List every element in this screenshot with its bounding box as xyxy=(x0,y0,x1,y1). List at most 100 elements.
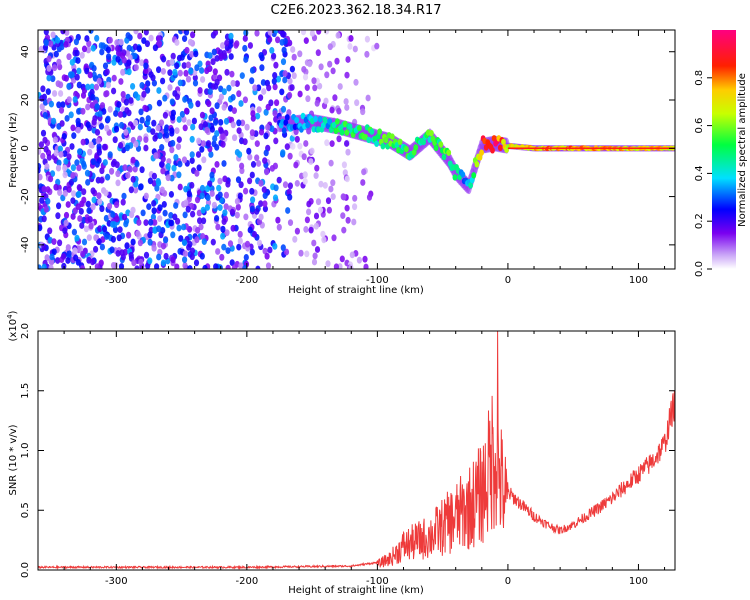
noise-cell xyxy=(96,238,102,246)
noise-cell xyxy=(275,36,281,44)
noise-cell xyxy=(303,140,309,147)
noise-cell xyxy=(81,216,87,224)
noise-cell xyxy=(62,171,68,179)
noise-cell xyxy=(70,164,76,172)
noise-cell xyxy=(324,139,330,147)
noise-cell xyxy=(90,93,96,101)
signal-cell xyxy=(421,138,426,146)
noise-cell xyxy=(268,99,274,107)
noise-cell xyxy=(332,94,338,102)
noise-cell xyxy=(169,127,175,134)
noise-cell xyxy=(297,142,303,150)
noise-cell xyxy=(77,215,83,222)
noise-cell xyxy=(48,175,54,183)
noise-cell xyxy=(298,249,304,257)
noise-cell xyxy=(75,203,81,211)
noise-cell xyxy=(91,118,97,126)
noise-cell xyxy=(99,48,105,56)
noise-cell xyxy=(302,178,308,185)
noise-cell xyxy=(258,213,264,221)
noise-cell xyxy=(230,94,236,101)
x-tick-label: 0 xyxy=(505,275,511,286)
noise-cell xyxy=(301,153,307,161)
noise-cell xyxy=(86,207,92,215)
signal-cell xyxy=(413,144,419,151)
noise-cell xyxy=(173,202,179,209)
noise-cell xyxy=(234,40,240,48)
noise-cell xyxy=(204,88,210,95)
noise-cell xyxy=(105,46,111,54)
snr-ylabel-multiplier: (x104) xyxy=(6,310,19,341)
noise-cell xyxy=(94,161,100,168)
noise-cell xyxy=(178,235,184,242)
noise-cell xyxy=(160,155,166,163)
noise-cell xyxy=(121,213,128,221)
noise-cell xyxy=(254,140,260,148)
noise-cell xyxy=(55,212,61,220)
signal-cell xyxy=(283,119,289,126)
noise-cell xyxy=(81,196,87,204)
noise-cell xyxy=(192,69,198,76)
noise-cell xyxy=(307,60,313,68)
noise-cell xyxy=(62,227,68,235)
noise-cell xyxy=(75,57,81,64)
noise-cell xyxy=(189,253,195,261)
noise-cell xyxy=(182,250,188,257)
signal-cell xyxy=(429,130,434,137)
noise-cell xyxy=(58,90,64,97)
noise-cell xyxy=(254,208,260,215)
noise-cell xyxy=(39,103,45,111)
noise-cell xyxy=(42,99,49,106)
noise-cell xyxy=(194,196,201,204)
noise-cell xyxy=(156,225,162,233)
noise-cell xyxy=(243,187,249,195)
noise-cell xyxy=(286,188,292,196)
noise-cell xyxy=(366,193,373,201)
noise-cell xyxy=(247,42,253,49)
noise-cell xyxy=(300,30,307,36)
noise-cell xyxy=(133,180,139,188)
signal-cell xyxy=(411,149,417,156)
noise-cell xyxy=(111,59,117,66)
noise-cell xyxy=(192,74,198,82)
noise-cell xyxy=(135,230,141,238)
noise-cell xyxy=(130,156,136,164)
noise-cell xyxy=(337,83,343,90)
signal-cell xyxy=(438,141,444,148)
noise-cell xyxy=(84,35,90,42)
noise-cell xyxy=(128,186,134,194)
noise-cell xyxy=(272,194,279,202)
noise-cell xyxy=(70,213,76,220)
noise-cell xyxy=(90,158,96,166)
noise-cell xyxy=(128,97,134,104)
noise-cell xyxy=(127,165,133,173)
noise-cell xyxy=(127,54,133,62)
noise-cell xyxy=(156,87,162,94)
noise-cell xyxy=(194,64,200,72)
noise-cell xyxy=(236,127,242,134)
noise-cell xyxy=(90,44,96,52)
noise-cell xyxy=(159,144,165,151)
noise-cell xyxy=(44,163,50,170)
noise-cell xyxy=(276,176,282,184)
noise-cell xyxy=(139,59,145,67)
noise-cell xyxy=(199,111,206,119)
figure-title: C2E6.2023.362.18.34.R17 xyxy=(270,3,441,18)
noise-cell xyxy=(249,77,255,85)
noise-cell xyxy=(123,128,129,136)
noise-cell xyxy=(232,134,238,142)
noise-cell xyxy=(110,211,116,218)
noise-cell xyxy=(143,136,149,144)
noise-cell xyxy=(237,230,243,238)
noise-cell xyxy=(320,230,326,238)
noise-cell xyxy=(182,124,188,132)
noise-cell xyxy=(38,173,43,181)
noise-cell xyxy=(210,58,216,66)
noise-cell xyxy=(224,39,230,47)
snr-series-line xyxy=(38,331,675,570)
y-tick-label: 20 xyxy=(20,94,31,107)
noise-cell xyxy=(141,37,147,44)
noise-cell xyxy=(247,226,253,234)
noise-cell xyxy=(190,123,196,131)
noise-cell xyxy=(361,168,367,176)
